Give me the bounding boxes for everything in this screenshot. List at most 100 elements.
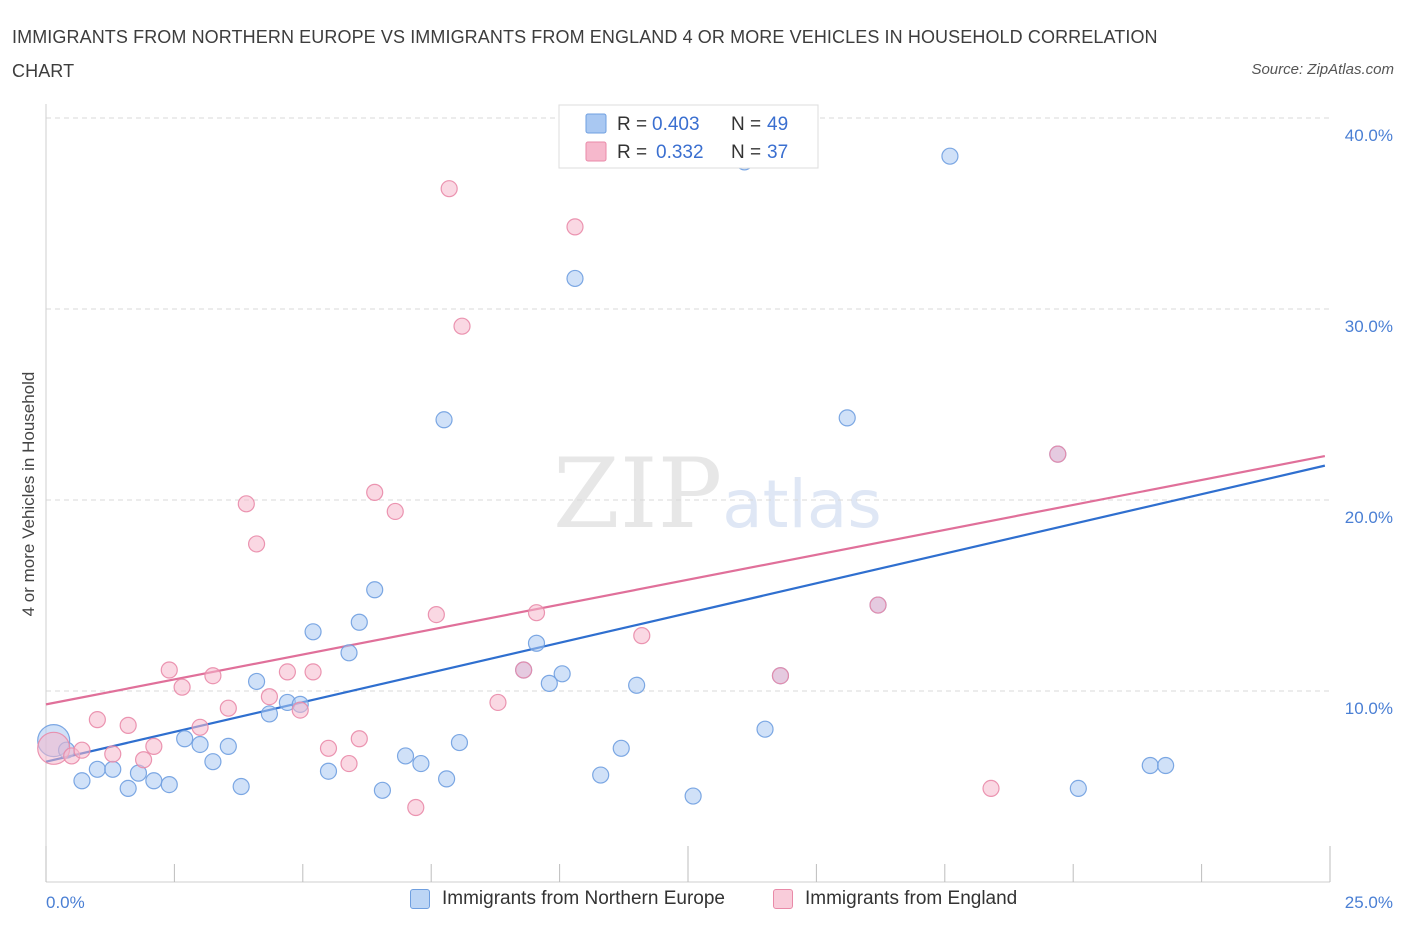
legend-item-northern-europe: Immigrants from Northern Europe bbox=[410, 888, 725, 910]
point-northern-europe bbox=[450, 733, 469, 752]
trend-line-england bbox=[45, 454, 1326, 706]
point-northern-europe bbox=[612, 739, 630, 757]
legend-item-england: Immigrants from England bbox=[773, 888, 1017, 910]
point-england bbox=[88, 711, 106, 729]
point-england bbox=[515, 661, 533, 679]
legend-r-label-2: R = bbox=[617, 142, 647, 163]
trend-line-northern-europe bbox=[45, 464, 1326, 763]
legend-n-value-1: 49 bbox=[767, 114, 788, 135]
point-england bbox=[119, 716, 137, 734]
legend-swatch-blue bbox=[585, 113, 607, 134]
point-northern-europe bbox=[88, 760, 106, 778]
y-tick-label: 40.0% bbox=[1345, 126, 1393, 145]
legend-n-label-1: N = bbox=[731, 114, 761, 135]
point-northern-europe bbox=[319, 762, 338, 780]
watermark: ZIPatlas bbox=[553, 438, 882, 550]
point-england bbox=[869, 596, 887, 614]
point-england bbox=[191, 718, 209, 736]
point-northern-europe bbox=[340, 644, 358, 662]
point-northern-europe bbox=[73, 772, 91, 790]
legend-label-england: Immigrants from England bbox=[805, 888, 1018, 909]
point-england bbox=[340, 754, 358, 773]
point-england bbox=[319, 739, 338, 757]
point-northern-europe bbox=[204, 753, 222, 771]
point-northern-europe bbox=[176, 730, 194, 748]
point-northern-europe bbox=[527, 634, 546, 652]
legend-swatch-england bbox=[773, 889, 793, 909]
point-england bbox=[104, 745, 122, 763]
legend-r-value-1: 0.403 bbox=[652, 114, 700, 135]
point-england bbox=[1049, 445, 1067, 463]
point-england bbox=[489, 693, 507, 712]
data-points bbox=[37, 109, 1175, 817]
point-northern-europe bbox=[1157, 756, 1175, 775]
point-northern-europe bbox=[941, 147, 959, 165]
point-england bbox=[427, 605, 445, 624]
x-tick-label: 0.0% bbox=[46, 893, 85, 912]
point-northern-europe bbox=[566, 269, 584, 288]
point-northern-europe bbox=[838, 409, 856, 427]
point-northern-europe bbox=[684, 787, 702, 805]
y-tick-label: 20.0% bbox=[1345, 508, 1393, 527]
point-england bbox=[566, 218, 584, 236]
y-axis-label: 4 or more Vehicles in Household bbox=[19, 372, 38, 617]
point-england bbox=[204, 667, 222, 685]
point-northern-europe bbox=[219, 737, 237, 755]
point-northern-europe bbox=[435, 411, 453, 429]
legend-n-value-2: 37 bbox=[767, 142, 788, 163]
point-england bbox=[260, 688, 279, 706]
point-northern-europe bbox=[628, 676, 646, 694]
point-northern-europe bbox=[260, 705, 279, 723]
point-northern-europe bbox=[119, 779, 137, 798]
legend-n-label-2: N = bbox=[731, 142, 761, 163]
watermark-atlas: atlas bbox=[722, 466, 882, 543]
point-england bbox=[145, 737, 163, 755]
point-northern-europe bbox=[232, 777, 250, 796]
point-england bbox=[247, 535, 266, 553]
point-northern-europe bbox=[1069, 779, 1087, 798]
point-northern-europe bbox=[366, 581, 384, 599]
point-england bbox=[304, 663, 322, 681]
point-northern-europe bbox=[304, 623, 322, 641]
point-england bbox=[771, 667, 790, 685]
point-northern-europe bbox=[592, 766, 610, 784]
point-northern-europe bbox=[438, 770, 456, 788]
x-tick-label: 25.0% bbox=[1345, 893, 1393, 912]
legend-r-label-1: R = bbox=[617, 114, 647, 135]
point-northern-europe bbox=[350, 613, 368, 631]
point-england bbox=[219, 699, 237, 717]
point-northern-europe bbox=[540, 674, 558, 692]
point-northern-europe bbox=[247, 672, 266, 691]
point-england bbox=[134, 751, 153, 769]
watermark-zip: ZIP bbox=[553, 438, 723, 550]
point-northern-europe bbox=[396, 747, 415, 765]
chart-title: IMMIGRANTS FROM NORTHERN EUROPE VS IMMIG… bbox=[12, 27, 1158, 81]
y-tick-label: 30.0% bbox=[1345, 317, 1393, 336]
point-england bbox=[366, 483, 384, 501]
point-england bbox=[278, 663, 296, 681]
point-england bbox=[453, 317, 471, 335]
grid bbox=[46, 117, 1330, 692]
point-northern-europe bbox=[145, 772, 163, 790]
source-credit: Source: ZipAtlas.com bbox=[1251, 61, 1394, 78]
point-england bbox=[407, 798, 425, 817]
point-england bbox=[527, 604, 546, 622]
point-england bbox=[440, 180, 458, 198]
point-northern-europe bbox=[104, 760, 122, 778]
point-northern-europe bbox=[756, 720, 774, 738]
point-northern-europe bbox=[412, 754, 430, 773]
point-england bbox=[73, 741, 91, 759]
legend-r-value-2: 0.332 bbox=[656, 142, 704, 163]
trend-lines bbox=[45, 454, 1326, 763]
point-england bbox=[173, 678, 191, 696]
point-northern-europe bbox=[160, 775, 178, 794]
point-england bbox=[160, 661, 178, 679]
point-england bbox=[237, 495, 255, 513]
point-england bbox=[633, 627, 651, 645]
point-northern-europe bbox=[553, 665, 571, 683]
point-northern-europe bbox=[191, 735, 209, 754]
tick-labels: 10.0% 20.0% 30.0% 40.0% 0.0% 25.0% bbox=[46, 126, 1393, 912]
legend-label-northern-europe: Immigrants from Northern Europe bbox=[442, 888, 725, 909]
point-england bbox=[350, 730, 368, 748]
